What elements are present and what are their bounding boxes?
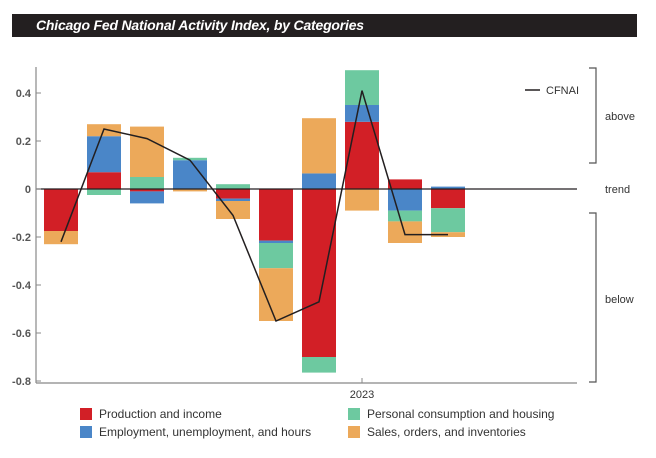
bar-segment-0 [259,189,293,241]
title-bar: Chicago Fed National Activity Index, by … [12,14,637,37]
legend-swatch [348,426,360,438]
bar-segment-2 [431,208,465,233]
bar-segment-1 [216,198,250,201]
legend-item-consumption: Personal consumption and housing [348,407,554,421]
y-tick-label: 0 [25,184,31,196]
bar-segment-1 [302,173,336,189]
x-tick-label: 2023 [350,389,374,401]
bar-segment-3 [302,118,336,174]
bar-segment-1 [345,105,379,122]
bar-segment-2 [259,243,293,269]
legend-label: Employment, unemployment, and hours [99,425,312,439]
bar-segment-2 [388,210,422,222]
bar-segment-2 [173,157,207,161]
trend-label: trend [605,184,630,196]
bar-segment-1 [259,240,293,243]
legend-label: Sales, orders, and inventories [367,425,526,439]
bar-segment-1 [431,186,465,189]
bar-segment-0 [130,189,164,192]
bar-segment-3 [130,126,164,177]
y-tick-label: -0.4 [12,280,32,292]
bar-segment-2 [216,184,250,189]
legend-item-sales: Sales, orders, and inventories [348,425,526,439]
bar-segment-2 [130,177,164,189]
legend-swatch [80,426,92,438]
y-tick-label: -0.8 [12,376,31,388]
bar-segment-2 [345,70,379,105]
bar-segment-0 [87,172,121,189]
cfnai-legend-label: CFNAI [546,85,579,97]
bar-segment-1 [130,191,164,204]
bar-segment-0 [431,189,465,209]
bar-segment-0 [388,179,422,189]
cfnai-line [60,90,448,323]
chart-title: Chicago Fed National Activity Index, by … [36,17,364,33]
bar-segment-3 [345,189,379,211]
legend-item-employment: Employment, unemployment, and hours [80,425,311,439]
below-bracket [589,212,597,383]
bar-segment-3 [44,231,78,245]
bar-segment-0 [216,189,250,199]
bar-segment-3 [173,189,207,192]
bar-segment-2 [302,357,336,373]
above-bracket [589,67,597,164]
legend-label: Production and income [99,407,222,421]
legend-label: Personal consumption and housing [367,407,555,421]
legend-swatch [80,408,92,420]
bar-segment-2 [87,189,121,195]
y-tick-label: 0.2 [16,136,31,148]
below-label: below [605,294,634,306]
y-tick-label: -0.6 [12,328,31,340]
bar-segment-0 [345,121,379,189]
above-label: above [605,111,635,123]
legend-item-production: Production and income [80,407,222,421]
legend-swatch [348,408,360,420]
y-tick-label: 0.4 [16,88,32,100]
y-tick-label: -0.2 [12,232,31,244]
bar-segment-1 [87,136,121,173]
bar-segment-3 [259,268,293,321]
bar-segment-0 [302,189,336,357]
